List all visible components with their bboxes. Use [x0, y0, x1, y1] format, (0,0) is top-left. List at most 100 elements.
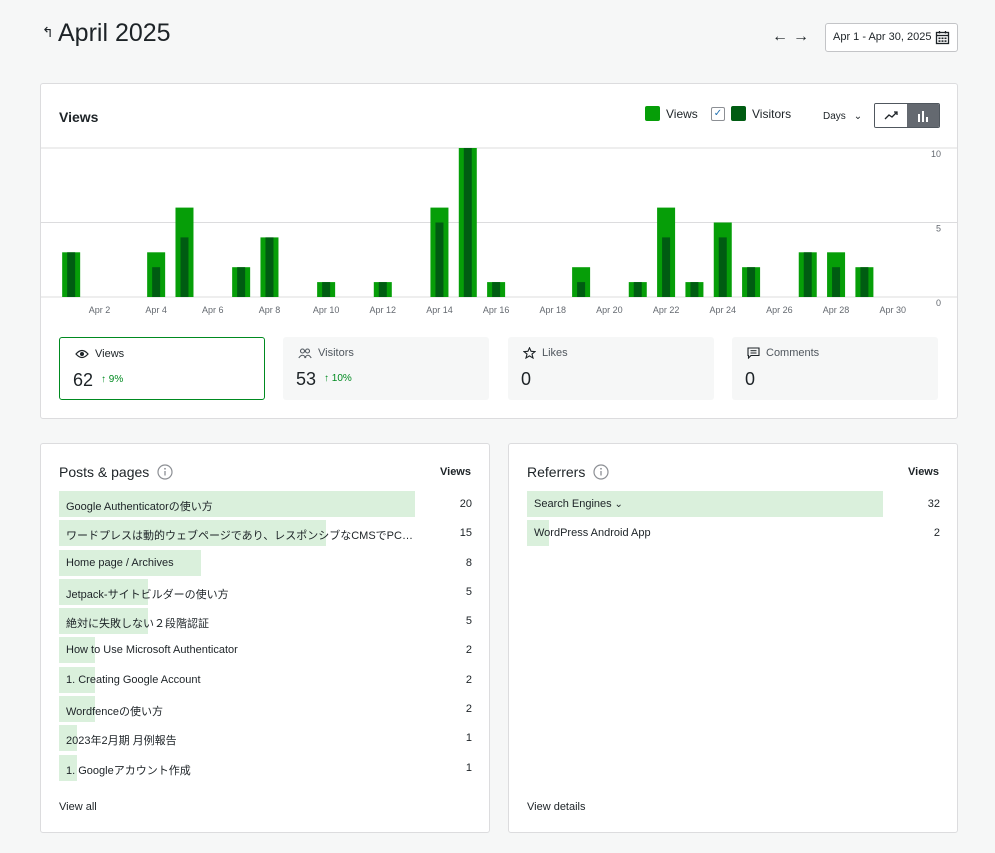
info-icon[interactable]: [157, 464, 173, 480]
row-label-text: Wordfenceの使い方: [66, 706, 163, 719]
chevron-down-icon[interactable]: ⌄: [611, 499, 623, 510]
post-row[interactable]: How to Use Microsoft Authenticator 2: [59, 637, 472, 664]
post-row[interactable]: Wordfenceの使い方 2: [59, 696, 472, 723]
row-share-bar: [59, 578, 148, 605]
line-chart-button[interactable]: [875, 104, 907, 127]
stat-label-views: Views: [75, 348, 124, 360]
row-label-text: Jetpack-サイトビルダーの使い方: [66, 588, 229, 601]
x-tick-label: Apr 24: [709, 305, 736, 315]
x-tick-label: Apr 28: [823, 305, 850, 315]
post-row[interactable]: Google Authenticatorの使い方 20: [59, 491, 472, 517]
x-tick-label: Apr 22: [653, 305, 680, 315]
row-value: 2: [933, 527, 940, 540]
x-tick-label: Apr 2: [89, 305, 111, 315]
row-label: 2023年2月期 月例報告: [66, 732, 177, 748]
calendar-icon: [935, 31, 950, 45]
row-label-text: Search Engines: [534, 498, 612, 510]
y-tick-label: 10: [931, 149, 941, 159]
row-share-bar: [527, 520, 550, 547]
referrer-row[interactable]: WordPress Android App 2: [527, 520, 940, 547]
date-range-picker[interactable]: Apr 1 - Apr 30, 2025: [825, 23, 958, 52]
post-row[interactable]: 絶対に失敗しない２段階認証 5: [59, 608, 472, 635]
stat-tile-views[interactable]: Views 62 ↑ 9%: [59, 337, 265, 400]
row-value: 1: [465, 732, 472, 745]
chevron-down-icon: ⌄: [853, 111, 863, 122]
legend-visitors[interactable]: ✓ Visitors: [711, 106, 791, 121]
previous-period-button[interactable]: ←: [772, 28, 788, 45]
referrers-views-column-header: Views: [908, 466, 939, 478]
post-row[interactable]: 1. Creating Google Account 2: [59, 666, 472, 693]
x-tick-label: Apr 14: [426, 305, 453, 315]
stat-label-text: Likes: [542, 347, 568, 359]
post-row[interactable]: 2023年2月期 月例報告 1: [59, 725, 472, 752]
row-label-text: Home page / Archives: [66, 556, 174, 569]
row-label-text: ワードプレスは動的ウェブページであり、レスポンシブなCMSでPC・ス...: [66, 530, 421, 543]
stat-tile-likes[interactable]: Likes 0: [508, 337, 714, 400]
row-label: ワードプレスは動的ウェブページであり、レスポンシブなCMSでPC・ス...: [66, 527, 421, 543]
views-swatch: [645, 106, 660, 121]
posts-pages-title: Posts & pages: [59, 464, 173, 480]
row-label-text: 2023年2月期 月例報告: [66, 735, 177, 748]
bar-chart-icon: [918, 110, 928, 122]
visitors-bar: [577, 282, 586, 297]
visitors-bar: [832, 267, 841, 297]
x-tick-label: Apr 16: [483, 305, 510, 315]
bar-chart-button[interactable]: [907, 104, 939, 127]
y-tick-label: 0: [936, 298, 941, 308]
visitors-bar: [492, 282, 501, 297]
row-label-text: WordPress Android App: [534, 527, 651, 540]
stat-change: ↑ 10%: [324, 373, 352, 384]
x-tick-label: Apr 6: [202, 305, 224, 315]
post-row[interactable]: 1. Googleアカウント作成 1: [59, 754, 472, 781]
info-icon[interactable]: [593, 464, 609, 480]
row-label-text: 1. Googleアカウント作成: [66, 764, 191, 777]
post-row[interactable]: Jetpack-サイトビルダーの使い方 5: [59, 578, 472, 605]
x-tick-label: Apr 26: [766, 305, 793, 315]
row-label: 1. Googleアカウント作成: [66, 762, 191, 778]
row-value: 5: [465, 615, 472, 628]
row-label: How to Use Microsoft Authenticator: [66, 644, 238, 656]
row-label: WordPress Android App: [534, 527, 651, 539]
chart-title: Views: [59, 109, 99, 125]
visitors-bar: [662, 237, 671, 297]
stat-label-text: Comments: [766, 347, 820, 359]
row-share-bar: [59, 725, 77, 752]
stat-label-likes: Likes: [523, 347, 568, 359]
visitors-bar: [633, 282, 642, 297]
row-label: 絶対に失敗しない２段階認証: [66, 615, 209, 631]
row-label-text: Google Authenticatorの使い方: [66, 501, 213, 513]
referrer-row[interactable]: Search Engines ⌄ 32: [527, 491, 940, 517]
post-row[interactable]: Home page / Archives 8: [59, 549, 472, 576]
view-all-link[interactable]: View all: [59, 801, 97, 813]
stat-change: ↑ 9%: [101, 374, 124, 385]
row-value: 1: [465, 761, 472, 774]
visitors-bar: [860, 267, 869, 297]
visitors-bar: [378, 282, 387, 297]
stat-value: 53: [296, 369, 317, 389]
visitors-checkbox[interactable]: ✓: [711, 106, 725, 121]
view-details-link[interactable]: View details: [527, 801, 586, 813]
visitors-bar: [690, 282, 699, 297]
trend-line-icon: [884, 110, 898, 119]
next-period-button[interactable]: →: [793, 28, 809, 45]
comment-icon: [747, 347, 760, 359]
stat-label-text: Visitors: [318, 347, 354, 359]
row-label-text: 絶対に失敗しない２段階認証: [66, 618, 209, 631]
referrers-card: Referrers Views Search Engines ⌄ 32 WordPr…: [508, 443, 958, 833]
row-label: Wordfenceの使い方: [66, 703, 163, 719]
row-value: 20: [459, 498, 472, 510]
row-share-bar: [59, 637, 95, 664]
legend-visitors-label: Visitors: [752, 106, 792, 121]
post-row[interactable]: ワードプレスは動的ウェブページであり、レスポンシブなCMSでPC・ス... 15: [59, 520, 472, 547]
x-tick-label: Apr 8: [259, 305, 281, 315]
back-arrow-icon[interactable]: ↰: [42, 24, 54, 40]
stat-tile-visitors[interactable]: Visitors 53 ↑ 10%: [283, 337, 489, 400]
referrers-list: Search Engines ⌄ 32 WordPress Android App 2: [527, 491, 940, 550]
stat-tile-comments[interactable]: Comments 0: [732, 337, 938, 400]
people-icon: [298, 347, 312, 358]
period-select[interactable]: Days ⌄: [823, 111, 862, 122]
visitors-bar: [265, 237, 274, 297]
visitors-bar: [463, 148, 472, 297]
x-tick-label: Apr 18: [540, 305, 567, 315]
row-value: 2: [465, 644, 472, 657]
